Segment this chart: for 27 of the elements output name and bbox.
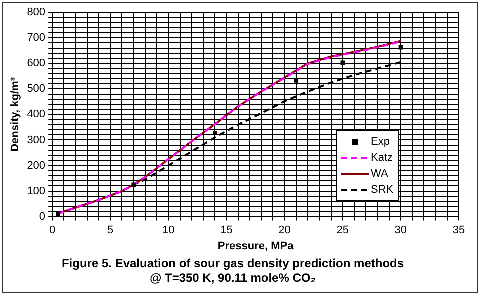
y-tick-label: 600 xyxy=(27,58,46,70)
x-axis-title: Pressure, MPa xyxy=(218,240,295,253)
y-tick-label: 0 xyxy=(39,210,46,223)
x-tick-label: 15 xyxy=(220,224,233,236)
x-tick-label: 10 xyxy=(162,224,175,236)
legend-label: Exp xyxy=(371,136,390,148)
x-tick-label: 25 xyxy=(336,224,349,236)
y-tick-label: 200 xyxy=(27,160,46,172)
y-tick-label: 500 xyxy=(27,83,46,96)
y-axis-title: Density, kg/m³ xyxy=(10,77,22,152)
y-tick-label: 400 xyxy=(27,108,46,121)
y-tick-label: 700 xyxy=(27,32,46,44)
y-tick-label: 800 xyxy=(27,6,46,19)
y-tick-label: 100 xyxy=(27,185,46,198)
text: @ T=350 K, 90.11 mole% CO₂ xyxy=(150,271,316,286)
legend-label: SRK xyxy=(371,184,394,196)
legend-label: Katz xyxy=(371,152,394,164)
x-tick-label: 5 xyxy=(108,224,114,236)
y-tick-label: 300 xyxy=(27,134,46,146)
text: Figure 5. Evaluation of sour gas density prediction methods xyxy=(62,256,404,271)
x-tick-label: 30 xyxy=(394,224,408,236)
legend-label: WA xyxy=(371,168,389,180)
x-tick-label: 20 xyxy=(278,224,291,236)
point xyxy=(56,212,60,216)
x-tick-label: 0 xyxy=(49,224,56,236)
x-tick-label: 35 xyxy=(452,224,466,236)
point xyxy=(132,182,136,188)
